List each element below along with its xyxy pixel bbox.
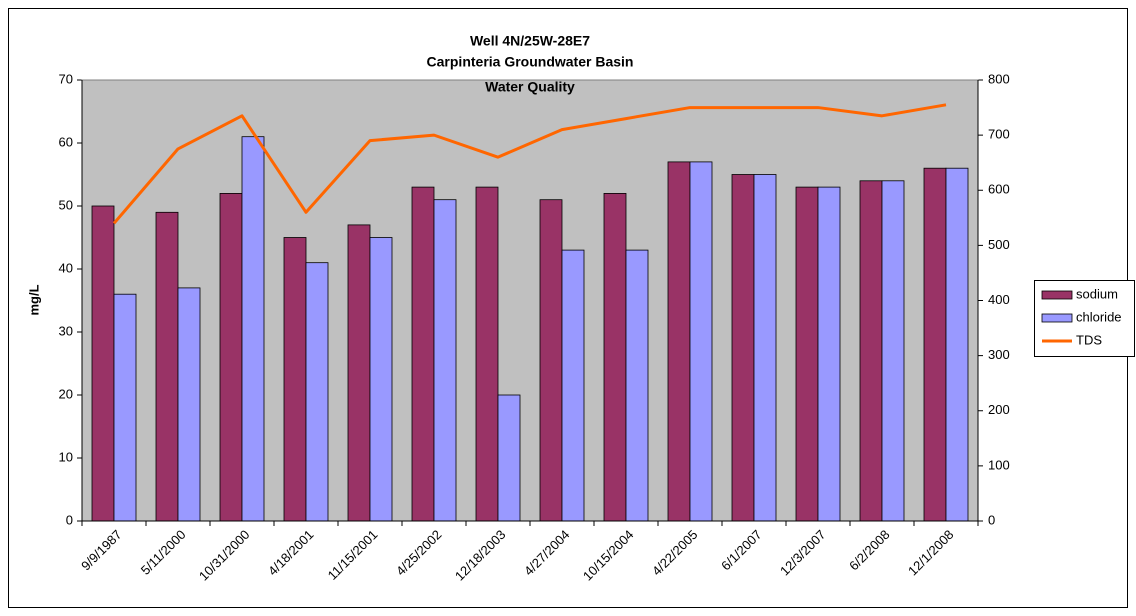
bar — [731, 174, 755, 522]
legend-label: TDS — [1076, 332, 1102, 347]
y2-tick-label: 0 — [988, 512, 995, 527]
bar — [369, 237, 393, 522]
y-tick-label: 0 — [66, 512, 73, 527]
bar — [305, 262, 329, 522]
y-tick-label: 70 — [59, 71, 73, 86]
y-tick-label: 60 — [59, 134, 73, 149]
y-tick-label: 30 — [59, 323, 73, 338]
y2-tick-label: 600 — [988, 182, 1010, 197]
bar — [497, 394, 521, 522]
y-tick-label: 50 — [59, 197, 73, 212]
chart-title: Carpinteria Groundwater Basin — [427, 54, 634, 70]
bar — [177, 287, 201, 522]
y2-tick-label: 500 — [988, 237, 1010, 252]
bar — [795, 186, 819, 522]
bar — [689, 161, 713, 522]
chart-title: Water Quality — [485, 79, 575, 95]
bar — [539, 199, 563, 522]
y2-tick-label: 800 — [988, 71, 1010, 86]
bar — [433, 199, 457, 522]
bar — [923, 167, 947, 522]
bar — [219, 192, 243, 522]
y-axis-label: mg/L — [26, 284, 41, 315]
y2-tick-label: 400 — [988, 292, 1010, 307]
bar — [155, 211, 179, 522]
legend-label: sodium — [1076, 286, 1118, 301]
bar — [753, 174, 777, 522]
plot-area — [82, 80, 978, 521]
bar — [817, 186, 841, 522]
y2-tick-label: 300 — [988, 347, 1010, 362]
y2-tick-label: 200 — [988, 402, 1010, 417]
y2-tick-label: 100 — [988, 457, 1010, 472]
bar — [625, 249, 649, 522]
bar — [411, 186, 435, 522]
legend-label: chloride — [1076, 309, 1122, 324]
bar — [91, 205, 115, 522]
bar — [347, 224, 371, 522]
bar — [859, 180, 883, 522]
bar — [603, 192, 627, 522]
legend-swatch — [1041, 290, 1073, 300]
bar — [667, 161, 691, 522]
y-tick-label: 40 — [59, 260, 73, 275]
y-tick-label: 10 — [59, 449, 73, 464]
bar — [113, 293, 137, 522]
bar — [881, 180, 905, 522]
bar — [561, 249, 585, 522]
bar — [945, 167, 969, 522]
bar — [241, 136, 265, 522]
bar — [475, 186, 499, 522]
bar — [283, 237, 307, 522]
chart-title: Well 4N/25W-28E7 — [470, 33, 590, 49]
y2-tick-label: 700 — [988, 127, 1010, 142]
y-tick-label: 20 — [59, 386, 73, 401]
line — [112, 103, 947, 225]
legend-swatch — [1041, 313, 1073, 323]
